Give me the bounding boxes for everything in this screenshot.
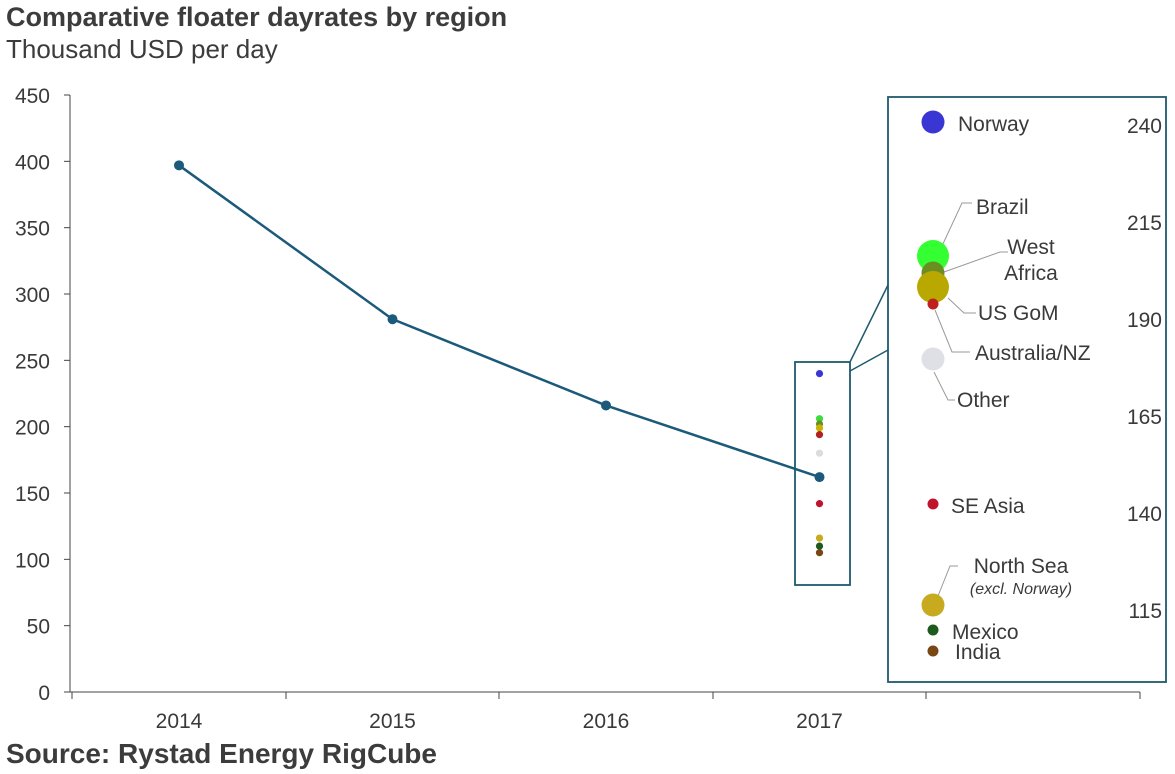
zoom-label-australia-nz: Australia/NZ — [975, 342, 1091, 365]
region-dot-other — [815, 449, 824, 457]
zoom-connector-top — [849, 284, 889, 363]
y-tick-label: 250 — [15, 350, 50, 373]
zoom-bubble-norway — [921, 110, 945, 134]
zoom-connector-bottom — [849, 349, 889, 372]
y-tick-label: 400 — [15, 151, 50, 174]
data-point-2014 — [174, 160, 184, 171]
zoom-label-norway: Norway — [958, 113, 1030, 136]
chart-title: Comparative floater dayrates by region — [6, 2, 508, 32]
chart-source: Source: Rystad Energy RigCube — [6, 738, 437, 769]
zoom-bubble-us-gom — [917, 271, 949, 303]
y-tick-label: 150 — [15, 483, 50, 506]
leader-line-australia-nz — [934, 309, 970, 353]
y-tick-label: 200 — [15, 417, 50, 440]
zoom-label-india: India — [955, 641, 1001, 664]
zoom-panel — [887, 96, 1167, 683]
zoom-bubble-australia-nz — [927, 298, 939, 310]
zoom-label-other: Other — [957, 389, 1010, 412]
leader-line-other — [933, 371, 955, 401]
y-tick-label: 450 — [15, 85, 50, 108]
leader-line-brazil — [941, 202, 972, 247]
data-point-2016 — [601, 400, 611, 411]
leader-line-west-africa — [943, 251, 1008, 273]
region-dot-north-sea — [815, 534, 824, 542]
zoom-label-se-asia: SE Asia — [951, 495, 1025, 518]
region-dot-mexico — [815, 542, 824, 550]
leader-line-us-gom — [947, 297, 976, 314]
zoom-y-tick-label: 190 — [1127, 309, 1162, 332]
zoom-label-north-sea: North Sea — [974, 555, 1069, 578]
region-dot-norway — [815, 370, 824, 378]
zoom-label-west-africa-1: Africa — [1004, 262, 1058, 285]
zoom-y-tick-label: 140 — [1127, 503, 1162, 526]
zoom-bubble-other — [921, 347, 945, 371]
region-dot-us-gom — [815, 424, 824, 432]
highlight-box — [794, 361, 851, 586]
y-tick-label: 350 — [15, 218, 50, 241]
series-line — [178, 164, 820, 479]
region-dot-australia-nz — [815, 431, 824, 439]
data-point-2015 — [387, 314, 398, 325]
y-tick-label: 100 — [15, 549, 50, 572]
zoom-bubble-brazil — [917, 240, 949, 272]
x-tick-label: 2015 — [369, 710, 416, 733]
zoom-bubble-mexico — [927, 624, 939, 636]
y-tick-label: 50 — [27, 616, 50, 639]
zoom-bubble-north-sea — [921, 593, 945, 617]
x-tick-label: 2014 — [156, 710, 203, 733]
zoom-note-north-sea: (excl. Norway) — [970, 581, 1072, 598]
zoom-y-tick-label: 215 — [1127, 212, 1162, 235]
zoom-label-us-gom: US GoM — [978, 302, 1059, 325]
data-point-2017 — [814, 472, 825, 483]
region-dot-se-asia — [815, 500, 824, 508]
y-tick-label: 300 — [15, 284, 50, 307]
zoom-y-tick-label: 165 — [1127, 406, 1162, 429]
leader-line-north-sea — [937, 565, 958, 597]
region-dot-india — [815, 549, 824, 557]
x-tick-label: 2016 — [583, 710, 630, 733]
x-tick-label: 2017 — [796, 710, 843, 733]
zoom-bubble-se-asia — [927, 498, 939, 510]
zoom-bubble-india — [927, 645, 939, 657]
zoom-label-west-africa-0: West — [1007, 236, 1055, 259]
y-tick-label: 0 — [38, 682, 50, 705]
zoom-y-tick-label: 115 — [1129, 600, 1162, 623]
region-dot-brazil — [815, 415, 824, 423]
chart-subtitle: Thousand USD per day — [6, 34, 278, 64]
zoom-label-mexico: Mexico — [952, 621, 1019, 644]
zoom-label-brazil: Brazil — [976, 196, 1029, 219]
zoom-y-tick-label: 240 — [1127, 115, 1162, 138]
